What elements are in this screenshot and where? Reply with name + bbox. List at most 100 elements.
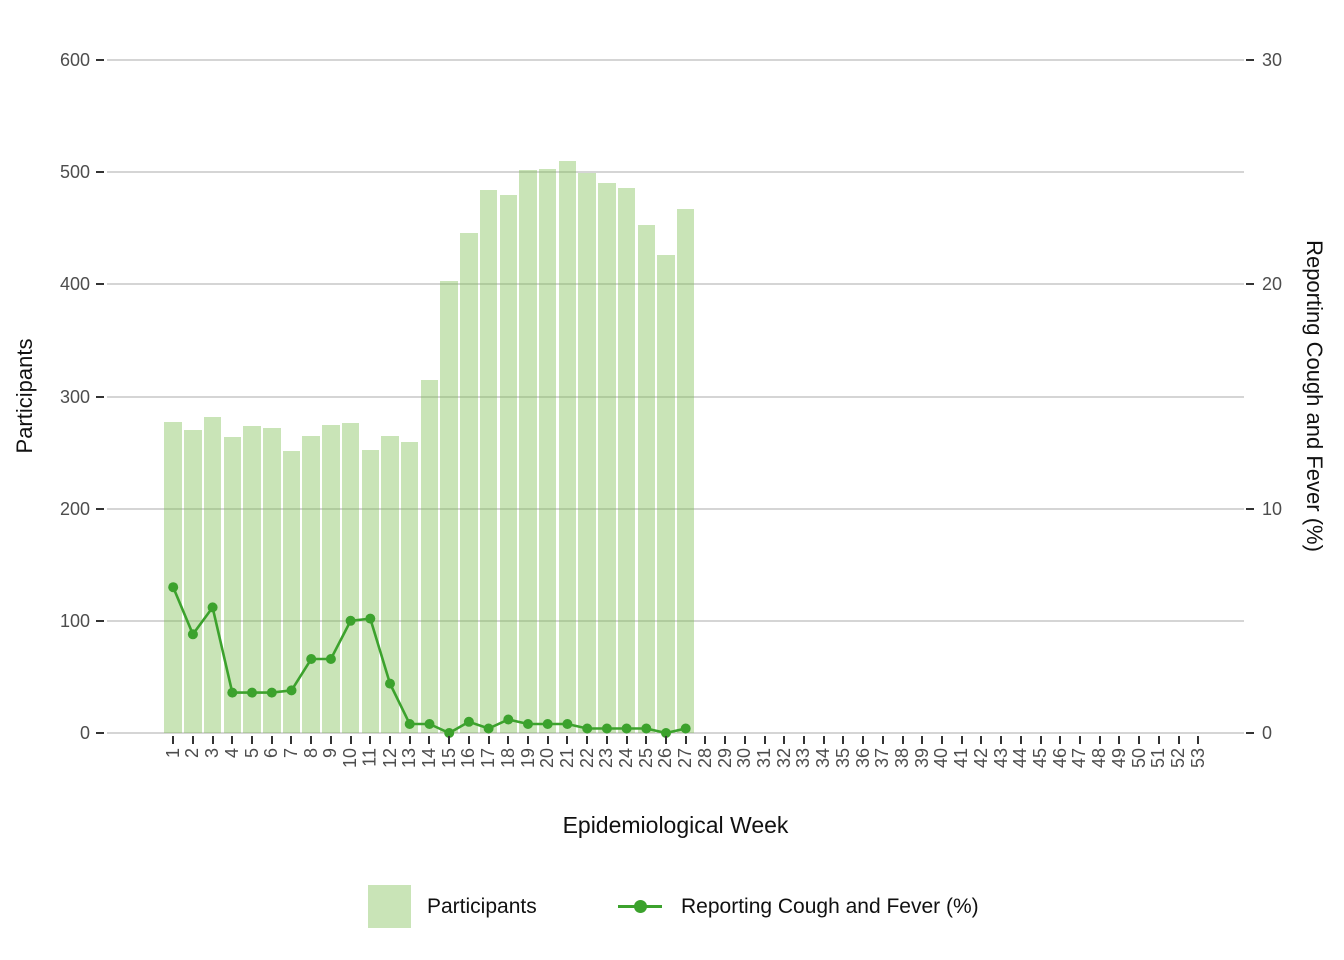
x-tick-label-week-3: 3 bbox=[202, 748, 223, 759]
y-right-tick-0 bbox=[1246, 732, 1254, 734]
participants-bar-week-26 bbox=[657, 255, 675, 733]
y-left-axis-title: Participants bbox=[12, 338, 37, 454]
participants-bar-week-25 bbox=[637, 224, 656, 733]
x-tick-week-7 bbox=[290, 736, 293, 744]
y-right-tick-30 bbox=[1246, 59, 1254, 61]
x-tick-week-9 bbox=[329, 736, 332, 744]
legend-point-marker-icon bbox=[634, 900, 647, 913]
x-tick-week-34 bbox=[822, 736, 825, 744]
x-tick-week-51 bbox=[1157, 736, 1160, 744]
x-tick-week-37 bbox=[881, 736, 884, 744]
legend-bar-swatch bbox=[368, 885, 411, 928]
x-tick-label-week-44: 44 bbox=[1010, 748, 1031, 769]
x-tick-week-30 bbox=[743, 736, 746, 744]
x-tick-week-8 bbox=[310, 736, 313, 744]
x-tick-week-39 bbox=[921, 736, 924, 744]
y-left-tick-300 bbox=[96, 395, 104, 398]
x-tick-label-week-40: 40 bbox=[931, 748, 952, 769]
participants-bar-week-23 bbox=[598, 183, 616, 733]
participants-bar-week-11 bbox=[361, 450, 380, 733]
x-tick-label-week-7: 7 bbox=[280, 748, 301, 759]
x-tick-label-week-13: 13 bbox=[399, 748, 420, 769]
participants-bar-week-1 bbox=[164, 422, 182, 733]
x-tick-week-4 bbox=[231, 736, 234, 744]
x-tick-label-week-33: 33 bbox=[793, 748, 814, 769]
x-tick-week-49 bbox=[1118, 736, 1121, 744]
y-left-tick-label-300: 300 bbox=[59, 386, 90, 407]
x-tick-week-27 bbox=[684, 736, 687, 744]
y-left-tick-600 bbox=[96, 59, 104, 61]
participants-bar-week-15 bbox=[440, 280, 458, 733]
y-right-tick-label-20: 20 bbox=[1262, 274, 1283, 295]
y-right-tick-label-0: 0 bbox=[1262, 723, 1273, 743]
y-left-tick-0 bbox=[96, 732, 104, 734]
participants-bar-week-9 bbox=[322, 424, 340, 733]
x-tick-label-week-5: 5 bbox=[241, 748, 262, 759]
x-tick-week-15 bbox=[448, 736, 451, 744]
legend-line-key bbox=[618, 900, 662, 913]
x-tick-label-week-50: 50 bbox=[1128, 748, 1149, 769]
x-tick-label-week-23: 23 bbox=[596, 748, 617, 769]
x-tick-label-week-14: 14 bbox=[418, 748, 439, 769]
x-tick-week-2 bbox=[191, 736, 194, 744]
participants-bar-week-7 bbox=[282, 451, 301, 733]
participants-bar-week-19 bbox=[519, 169, 537, 733]
x-tick-week-23 bbox=[605, 736, 608, 744]
x-tick-label-week-35: 35 bbox=[832, 748, 853, 769]
gridline-600 bbox=[107, 59, 1244, 61]
x-tick-label-week-27: 27 bbox=[675, 748, 696, 769]
x-tick-week-12 bbox=[389, 736, 392, 744]
x-tick-week-52 bbox=[1177, 736, 1180, 744]
participants-bar-week-2 bbox=[184, 430, 202, 733]
participants-bar-week-10 bbox=[341, 423, 360, 733]
x-tick-week-32 bbox=[783, 736, 786, 744]
x-tick-week-31 bbox=[763, 736, 766, 744]
x-tick-label-week-39: 39 bbox=[911, 748, 932, 769]
gridline-500 bbox=[107, 171, 1244, 174]
x-tick-label-week-34: 34 bbox=[813, 748, 834, 769]
participants-bar-week-14 bbox=[420, 379, 439, 733]
x-tick-week-50 bbox=[1138, 736, 1141, 744]
x-tick-week-48 bbox=[1098, 736, 1101, 744]
x-tick-label-week-45: 45 bbox=[1030, 748, 1051, 769]
x-tick-label-week-53: 53 bbox=[1187, 748, 1208, 769]
participants-bar-week-6 bbox=[263, 427, 281, 733]
x-tick-label-week-24: 24 bbox=[616, 748, 637, 769]
legend-label-cough-fever: Reporting Cough and Fever (%) bbox=[681, 895, 979, 918]
gridline-300 bbox=[107, 395, 1244, 398]
x-tick-label-week-46: 46 bbox=[1049, 748, 1070, 769]
x-tick-label-week-42: 42 bbox=[970, 748, 991, 769]
participants-bar-week-18 bbox=[499, 194, 518, 733]
x-tick-week-18 bbox=[507, 736, 510, 744]
x-tick-label-week-20: 20 bbox=[537, 748, 558, 769]
x-tick-week-17 bbox=[487, 736, 490, 744]
participants-bar-week-22 bbox=[578, 173, 596, 733]
y-left-tick-400 bbox=[96, 283, 104, 286]
x-tick-label-week-41: 41 bbox=[951, 748, 972, 769]
x-tick-label-week-21: 21 bbox=[556, 748, 577, 769]
x-tick-label-week-51: 51 bbox=[1148, 748, 1169, 769]
x-tick-week-35 bbox=[842, 736, 845, 744]
x-tick-week-16 bbox=[467, 736, 470, 744]
x-tick-week-40 bbox=[940, 736, 943, 744]
x-tick-label-week-43: 43 bbox=[990, 748, 1011, 769]
y-left-tick-label-0: 0 bbox=[79, 723, 90, 743]
y-left-tick-100 bbox=[96, 619, 104, 622]
x-axis-title: Epidemiological Week bbox=[562, 812, 789, 838]
y-left-tick-label-100: 100 bbox=[59, 610, 90, 631]
x-tick-label-week-37: 37 bbox=[872, 748, 893, 769]
y-left-tick-label-200: 200 bbox=[59, 498, 90, 519]
x-tick-week-1 bbox=[172, 736, 175, 744]
x-tick-label-week-16: 16 bbox=[458, 748, 479, 769]
y-right-tick-label-10: 10 bbox=[1262, 498, 1283, 519]
x-tick-week-26 bbox=[665, 736, 667, 744]
x-tick-label-week-15: 15 bbox=[438, 748, 459, 769]
x-tick-week-33 bbox=[802, 736, 805, 744]
x-tick-label-week-19: 19 bbox=[517, 748, 538, 769]
participants-bar-week-8 bbox=[302, 435, 320, 733]
x-tick-label-week-8: 8 bbox=[300, 748, 321, 759]
gridline-200 bbox=[107, 507, 1244, 510]
legend-label-participants: Participants bbox=[427, 895, 537, 918]
x-tick-week-45 bbox=[1039, 736, 1042, 744]
y-left-tick-200 bbox=[96, 507, 104, 510]
